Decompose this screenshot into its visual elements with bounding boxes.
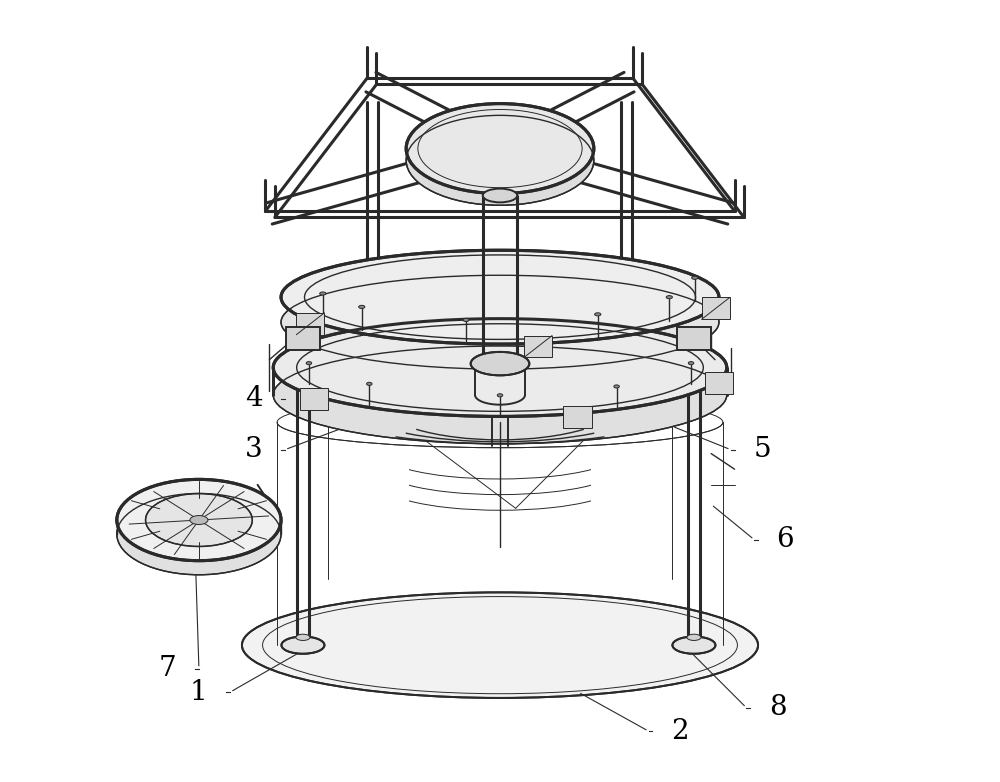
Ellipse shape — [281, 250, 719, 344]
Ellipse shape — [595, 313, 601, 316]
Ellipse shape — [296, 634, 310, 640]
Bar — [702, 297, 730, 319]
Text: 4: 4 — [245, 386, 262, 412]
Ellipse shape — [614, 385, 619, 388]
Ellipse shape — [146, 493, 252, 547]
Ellipse shape — [190, 515, 208, 525]
Ellipse shape — [281, 275, 719, 369]
Ellipse shape — [406, 115, 594, 205]
Ellipse shape — [687, 634, 701, 640]
Ellipse shape — [117, 479, 281, 561]
Ellipse shape — [367, 382, 372, 386]
Ellipse shape — [483, 188, 517, 203]
Ellipse shape — [359, 305, 365, 308]
Bar — [300, 388, 328, 410]
Text: 6: 6 — [777, 526, 794, 553]
Ellipse shape — [281, 637, 324, 654]
Bar — [563, 406, 592, 428]
Text: 7: 7 — [159, 655, 177, 682]
Ellipse shape — [471, 352, 529, 375]
Ellipse shape — [273, 318, 727, 416]
Text: 5: 5 — [753, 436, 771, 463]
Text: 1: 1 — [190, 679, 208, 705]
Text: 3: 3 — [245, 436, 262, 463]
Ellipse shape — [666, 296, 672, 299]
Ellipse shape — [688, 361, 694, 364]
Ellipse shape — [117, 493, 281, 575]
Bar — [524, 335, 552, 357]
Ellipse shape — [463, 318, 469, 321]
Ellipse shape — [320, 292, 326, 295]
Ellipse shape — [406, 103, 594, 193]
Text: 2: 2 — [671, 718, 689, 744]
Bar — [677, 327, 711, 350]
Ellipse shape — [692, 276, 698, 279]
Ellipse shape — [273, 346, 727, 444]
Ellipse shape — [306, 361, 312, 364]
Bar — [286, 327, 320, 350]
Text: 8: 8 — [769, 694, 786, 721]
Ellipse shape — [242, 593, 758, 698]
Bar — [705, 372, 733, 394]
Ellipse shape — [497, 393, 503, 396]
Ellipse shape — [672, 637, 715, 654]
Bar — [296, 313, 324, 335]
